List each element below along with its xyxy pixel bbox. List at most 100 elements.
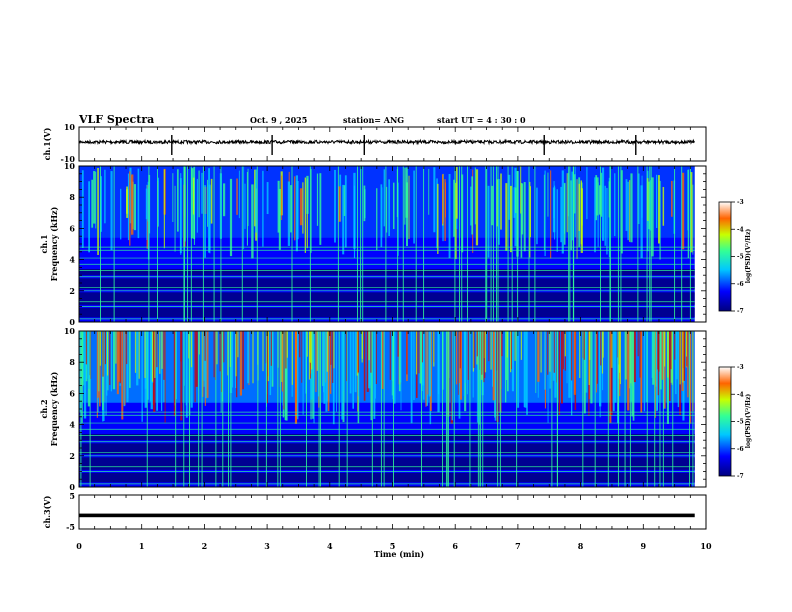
ch1-spec-ylabel-channel: ch.1 — [39, 234, 49, 253]
spec-sferic — [682, 172, 685, 250]
spec-sferic — [505, 331, 508, 381]
spec-sferic — [630, 331, 632, 402]
spec-sferic — [594, 177, 596, 253]
ch1-freq-ticks: 0 2 4 6 8 10 — [64, 161, 706, 327]
spec-hot-sferic — [126, 331, 128, 365]
spec-sferic — [529, 181, 531, 258]
spec-sferic — [112, 331, 116, 390]
spec-sferic — [515, 187, 517, 214]
colorbar-tick-label: -4 — [737, 391, 744, 398]
spec-sferic — [386, 186, 388, 233]
station-label: station= ANG — [343, 115, 404, 125]
spec-sferic — [133, 184, 136, 231]
spec-sferic — [692, 184, 694, 255]
spec-sferic — [505, 183, 508, 251]
ch3-ytick-top: 5 — [69, 491, 75, 501]
spec-sferic — [687, 169, 690, 259]
spec-sferic — [404, 167, 406, 225]
spec-sferic — [95, 171, 97, 229]
spec-sferic — [210, 178, 213, 224]
spec-sferic — [343, 185, 346, 217]
spec-sferic — [338, 186, 341, 222]
spec-sferic — [487, 185, 490, 258]
spec-sferic — [524, 331, 527, 408]
spec-sferic — [136, 331, 139, 386]
spec-sferic — [207, 179, 208, 227]
spec-hot-sferic — [356, 331, 358, 376]
spec-hot-sferic — [600, 331, 602, 366]
spec-hot-sferic — [540, 331, 542, 373]
spec-sferic — [91, 179, 94, 228]
spec-hot-sferic — [579, 331, 581, 379]
spec-hot-sferic — [671, 331, 673, 385]
spec-sferic — [342, 184, 345, 255]
spec-sferic — [370, 331, 373, 421]
spec-sferic — [110, 331, 112, 392]
spec-hot-sferic — [389, 331, 391, 380]
ch1-spec-ylabel-frequency: Frequency (kHz) — [49, 206, 59, 281]
spec-sferic — [150, 331, 153, 410]
spec-sferic — [325, 331, 328, 412]
spec-sferic — [550, 170, 552, 259]
ch1-colorbar-ticks: -3 -4 -5 -6 -7 — [731, 199, 744, 315]
spec-sferic — [202, 331, 204, 397]
spec-sferic — [561, 170, 564, 254]
spec-sferic — [299, 188, 303, 226]
spec-sferic — [294, 176, 296, 241]
spec-sferic — [547, 172, 549, 217]
spec-sferic — [247, 331, 250, 384]
spec-sferic — [397, 182, 399, 256]
spec-sferic — [523, 331, 526, 408]
spec-sferic — [120, 188, 122, 240]
spec-hot-sferic — [472, 331, 474, 372]
start-ut-label: start UT = 4 : 30 : 0 — [437, 115, 526, 125]
time-tick-label: 3 — [264, 541, 270, 551]
spec-sferic — [146, 184, 148, 240]
spec-sferic — [573, 331, 576, 395]
spec-sferic — [690, 172, 693, 253]
spec-sferic — [180, 331, 183, 421]
spec-sferic — [640, 331, 642, 413]
spec-sferic — [544, 170, 546, 257]
spec-sferic — [583, 331, 586, 414]
spec-sferic — [419, 331, 422, 384]
spec-sferic — [664, 331, 666, 409]
spec-hot-sferic — [547, 331, 549, 375]
spec-sferic — [127, 173, 130, 241]
spec-sferic — [585, 331, 588, 393]
spec-sferic — [571, 171, 574, 241]
spec-sferic — [470, 186, 472, 226]
spec-sferic — [574, 166, 576, 238]
colorbar-tick-label: -3 — [737, 199, 744, 206]
spec-hot-sferic — [484, 331, 487, 373]
spec-sferic — [194, 331, 196, 403]
spec-sferic — [492, 331, 493, 387]
spec-sferic — [646, 178, 649, 221]
spec-hot-sferic — [596, 331, 598, 384]
spec-sferic — [408, 175, 410, 239]
spec-sferic — [310, 169, 312, 253]
spec-hot-sferic — [476, 331, 478, 357]
spec-hot-sferic — [316, 331, 318, 371]
ch2-freq-ticks: 0 2 4 6 8 10 — [64, 326, 706, 492]
spec-sferic — [497, 178, 500, 245]
spec-sferic — [302, 182, 304, 234]
spec-sferic — [116, 331, 119, 395]
freq-tick-label: 4 — [69, 420, 75, 430]
spec-sferic — [204, 185, 206, 258]
spec-hot-sferic — [159, 331, 161, 374]
spec-hot-sferic — [571, 331, 573, 381]
spec-sferic — [354, 331, 357, 393]
spec-sferic — [536, 187, 538, 245]
colorbar-tick-label: -5 — [737, 254, 744, 261]
spec-hot-sferic — [134, 331, 137, 373]
spec-sferic — [185, 331, 187, 406]
spec-sferic — [602, 167, 605, 241]
spec-hot-sferic — [553, 331, 555, 373]
spec-hot-sferic — [107, 331, 109, 376]
freq-tick-label: 10 — [64, 161, 76, 171]
spec-hot-sferic — [99, 331, 101, 366]
spec-sferic — [459, 331, 462, 400]
ch1-waveform-trace — [78, 138, 695, 146]
spec-sferic — [97, 168, 99, 255]
